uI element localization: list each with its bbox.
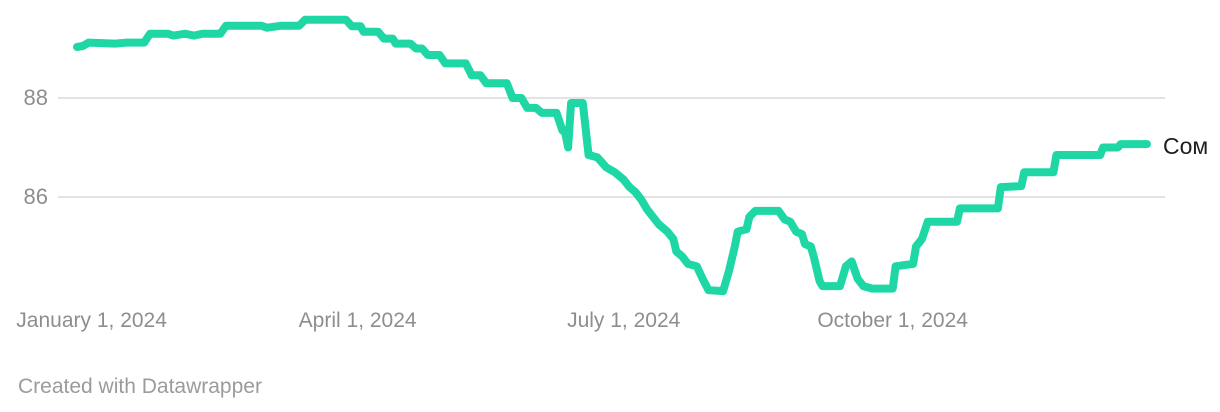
x-tick-label: July 1, 2024 xyxy=(567,309,681,332)
attribution-link[interactable]: Created with Datawrapper xyxy=(18,375,262,398)
series-label: Сом xyxy=(1163,133,1209,159)
x-tick-label: January 1, 2024 xyxy=(16,309,167,332)
x-tick-label: October 1, 2024 xyxy=(817,309,968,332)
plot-area xyxy=(58,15,1165,296)
y-tick-label: 86 xyxy=(23,184,48,210)
y-tick-label: 88 xyxy=(23,85,48,111)
x-tick-label: April 1, 2024 xyxy=(298,309,417,332)
series-line xyxy=(73,15,1151,296)
